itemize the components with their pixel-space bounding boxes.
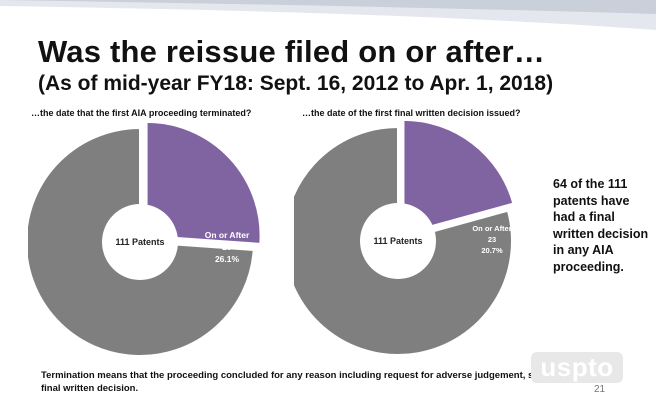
slice-on-or-after: [402, 120, 515, 236]
slice-value: 23: [488, 235, 496, 244]
side-note: 64 of the 111 patents have had a final w…: [553, 177, 649, 274]
slide-title: Was the reissue filed on or after…: [38, 34, 545, 69]
slide-subtitle: (As of mid-year FY18: Sept. 16, 2012 to …: [38, 72, 554, 95]
slice-percent: 20.7%: [481, 246, 503, 255]
slice-label: On or After: [205, 230, 250, 240]
slice-on-or-after: [145, 120, 262, 245]
slice-value: 29: [222, 242, 232, 252]
header-band-dark: [0, 0, 656, 14]
footnote: Termination means that the proceeding co…: [41, 370, 591, 394]
slice-percent: 26.1%: [215, 254, 240, 264]
slice-before: [28, 126, 255, 357]
center-label: 111 Patents: [373, 236, 422, 246]
donut-hole: [360, 203, 436, 279]
chart-title-final-decision: …the date of the first final written dec…: [302, 108, 521, 118]
slice-label: On or After: [472, 224, 511, 233]
donut-chart-final-decision: 111 Patents On or After 23 20.7%: [294, 120, 515, 356]
uspto-logo: uspto: [531, 352, 623, 383]
page-number: 21: [594, 384, 606, 395]
center-label: 111 Patents: [115, 237, 164, 247]
chart-title-terminated: …the date that the first AIA proceeding …: [31, 108, 252, 118]
donut-hole: [102, 204, 178, 280]
header-band: [0, 0, 656, 30]
donut-chart-terminated: 111 Patents On or After 29 26.1%: [28, 120, 262, 357]
